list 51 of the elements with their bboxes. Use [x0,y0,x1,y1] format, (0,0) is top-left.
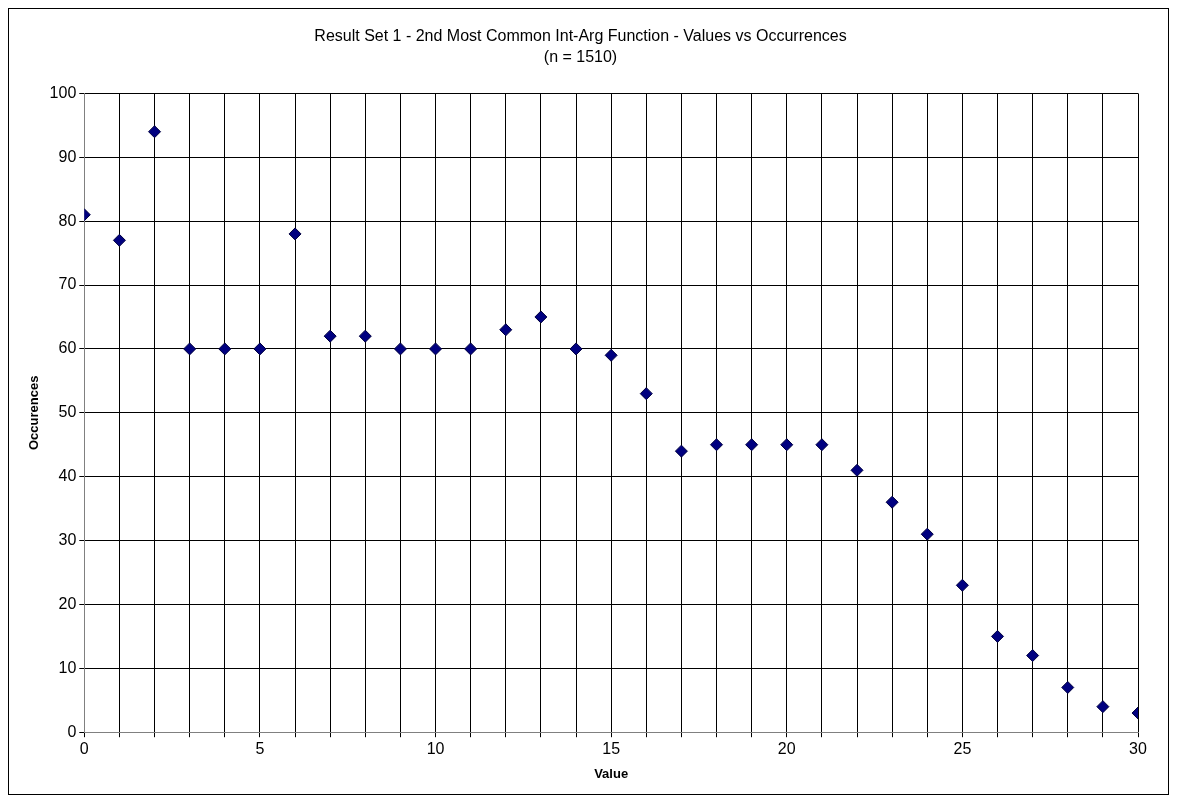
y-tick-label: 50 [58,403,77,421]
point [955,578,969,592]
point [112,233,126,247]
x-tick-label: 5 [255,740,265,758]
point [429,342,443,356]
y-tick-label: 30 [58,530,77,548]
point [674,444,688,458]
point [323,329,337,343]
point [1061,680,1075,694]
point [1096,700,1110,714]
point [569,342,583,356]
chart-subtitle: (n = 1510) [543,48,618,66]
point [393,342,407,356]
point [850,463,864,477]
point [815,438,829,452]
y-tick-label: 40 [58,467,77,485]
point [885,495,899,509]
y-tick-label: 10 [58,658,77,676]
point [183,342,197,356]
point [604,348,618,362]
point [745,438,759,452]
point [780,438,794,452]
y-axis-title: Occurences [26,375,42,451]
point [499,323,513,337]
point [534,310,548,324]
point [710,438,724,452]
x-tick-label: 25 [953,740,972,758]
x-tick-label: 15 [602,740,621,758]
point [253,342,267,356]
point [920,527,934,541]
point [639,387,653,401]
x-tick-label: 20 [777,740,796,758]
x-tick-label: 10 [426,740,445,758]
y-tick-label: 60 [58,339,77,357]
point [218,342,232,356]
point [1026,649,1040,663]
point [288,227,302,241]
x-axis-title: Value [594,765,629,781]
point [991,629,1005,643]
y-tick-label: 0 [67,722,77,740]
y-tick-label: 80 [58,211,77,229]
chart-title: Result Set 1 - 2nd Most Common Int-Arg Function - Values vs Occurrences [314,27,847,45]
y-tick-label: 100 [49,83,77,101]
point [464,342,478,356]
y-tick-label: 20 [58,594,77,612]
point [148,125,162,139]
x-tick-label: 0 [79,740,89,758]
y-tick-label: 70 [58,275,77,293]
y-tick-label: 90 [58,147,77,165]
x-tick-label: 30 [1129,740,1147,758]
point [358,329,372,343]
